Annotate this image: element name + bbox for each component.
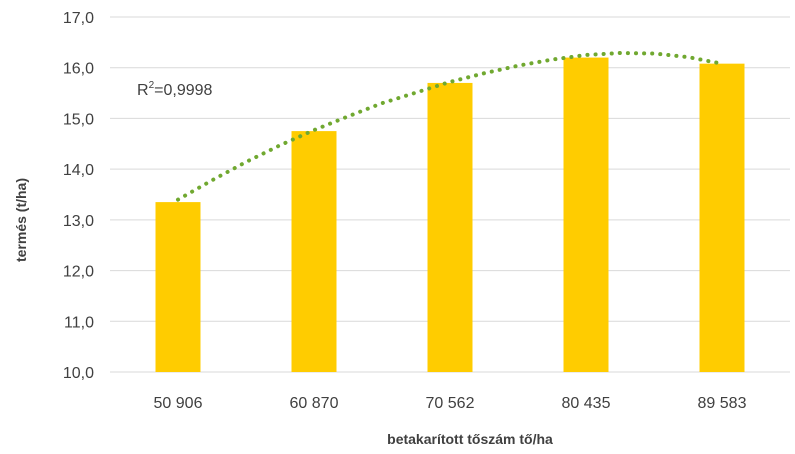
x-tick-labels: 50 906 60 870 70 562 80 435 89 583 bbox=[154, 395, 747, 412]
y-tick-labels: 10,0 11,0 12,0 13,0 14,0 15,0 16,0 17,0 bbox=[63, 10, 94, 382]
r-squared-label: R2=0,9998 bbox=[137, 80, 213, 99]
bar bbox=[563, 57, 609, 372]
r-squared-superscript: 2 bbox=[149, 80, 155, 91]
y-tick-label: 14,0 bbox=[63, 162, 94, 179]
x-tick-label: 60 870 bbox=[290, 395, 339, 412]
y-tick-label: 17,0 bbox=[63, 10, 94, 27]
y-tick-label: 11,0 bbox=[64, 314, 94, 331]
x-tick-label: 70 562 bbox=[426, 395, 475, 412]
x-axis-title: betakarított tőszám tő/ha bbox=[387, 431, 553, 447]
x-tick-label: 89 583 bbox=[698, 395, 747, 412]
bar bbox=[155, 202, 201, 372]
y-tick-label: 16,0 bbox=[63, 61, 94, 78]
x-tick-label: 50 906 bbox=[154, 395, 203, 412]
y-axis-title: termés (t/ha) bbox=[13, 178, 29, 262]
bar bbox=[427, 82, 473, 372]
bar bbox=[699, 63, 745, 373]
y-tick-label: 12,0 bbox=[63, 264, 94, 281]
y-tick-label: 15,0 bbox=[63, 111, 94, 128]
bar bbox=[291, 131, 337, 372]
bars bbox=[155, 57, 745, 373]
y-tick-label: 13,0 bbox=[63, 213, 94, 230]
y-tick-label: 10,0 bbox=[63, 365, 94, 382]
x-tick-label: 80 435 bbox=[562, 395, 611, 412]
